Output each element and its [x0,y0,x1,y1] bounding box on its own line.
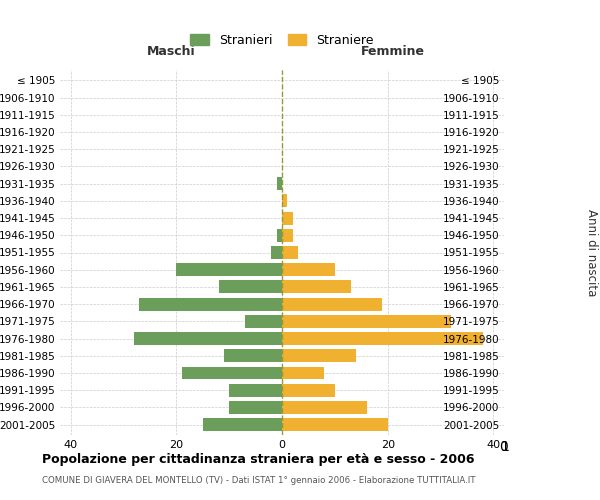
Bar [282,401,367,414]
Bar [182,366,282,380]
Bar [271,246,282,259]
Bar [229,384,282,396]
Text: Anni di nascita: Anni di nascita [584,209,598,296]
Bar [176,264,282,276]
Bar [282,418,388,431]
Bar [282,298,382,310]
Bar [282,350,356,362]
Bar [245,315,282,328]
Bar [282,384,335,396]
Bar [134,332,282,345]
Bar [282,280,351,293]
Bar [282,194,287,207]
Bar [277,229,282,241]
Text: COMUNE DI GIAVERA DEL MONTELLO (TV) - Dati ISTAT 1° gennaio 2006 - Elaborazione : COMUNE DI GIAVERA DEL MONTELLO (TV) - Da… [42,476,476,485]
Text: Femmine: Femmine [361,45,425,58]
Bar [203,418,282,431]
Bar [282,332,483,345]
Bar [282,229,293,241]
Bar [218,280,282,293]
Bar [224,350,282,362]
Legend: Stranieri, Straniere: Stranieri, Straniere [185,29,379,52]
Bar [139,298,282,310]
Bar [282,264,335,276]
Text: Popolazione per cittadinanza straniera per età e sesso - 2006: Popolazione per cittadinanza straniera p… [42,452,475,466]
Bar [277,177,282,190]
Bar [229,401,282,414]
Bar [282,246,298,259]
Bar [282,366,324,380]
Bar [282,315,451,328]
Bar [282,212,293,224]
Text: Maschi: Maschi [146,45,196,58]
